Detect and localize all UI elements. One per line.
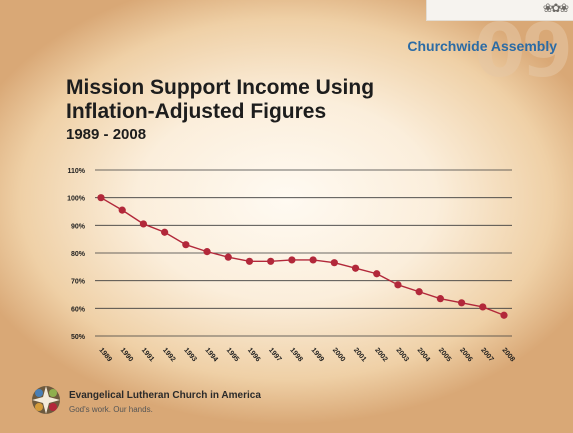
data-point bbox=[203, 248, 211, 256]
churchwide-assembly-label: Churchwide Assembly bbox=[407, 38, 557, 54]
x-tick-label: 1991 bbox=[140, 347, 155, 364]
data-point bbox=[309, 256, 317, 264]
x-tick-label: 2007 bbox=[479, 347, 494, 364]
data-point bbox=[288, 256, 296, 264]
data-point bbox=[97, 194, 105, 202]
data-point bbox=[245, 257, 254, 265]
data-point bbox=[479, 303, 487, 311]
data-point bbox=[415, 288, 423, 296]
data-point bbox=[351, 264, 360, 272]
data-point bbox=[139, 220, 148, 228]
chart-title: Mission Support Income Using Inflation-A… bbox=[66, 76, 374, 124]
y-tick-label: 110% bbox=[67, 168, 85, 175]
x-tick-label: 2001 bbox=[352, 347, 367, 364]
org-name: Evangelical Lutheran Church in America bbox=[69, 390, 261, 401]
x-tick-label: 1995 bbox=[225, 347, 240, 364]
ornament-icon: ❀✿❀ bbox=[542, 1, 569, 15]
data-point bbox=[182, 241, 190, 249]
data-point bbox=[161, 228, 169, 236]
x-tick-label: 1997 bbox=[267, 347, 282, 364]
series-line bbox=[100, 197, 505, 316]
x-tick-label: 2006 bbox=[458, 347, 473, 364]
data-point bbox=[267, 257, 275, 265]
chart-subtitle: 1989 - 2008 bbox=[66, 126, 147, 143]
chart-title-line-2: Inflation-Adjusted Figures bbox=[66, 100, 327, 123]
data-point bbox=[224, 253, 232, 261]
x-tick-label: 2002 bbox=[373, 347, 388, 364]
y-tick-label: 50% bbox=[71, 334, 86, 341]
data-point bbox=[330, 259, 338, 267]
x-tick-label: 2000 bbox=[331, 347, 346, 364]
year-watermark: 09 bbox=[474, 8, 573, 94]
corner-photo-strip: ❀✿❀ bbox=[426, 0, 573, 21]
y-tick-label: 80% bbox=[71, 251, 86, 258]
x-tick-label: 1990 bbox=[119, 347, 134, 364]
x-tick-label: 2004 bbox=[416, 347, 431, 364]
x-tick-label: 2005 bbox=[437, 347, 452, 364]
data-point bbox=[436, 295, 444, 303]
x-tick-label: 1992 bbox=[161, 347, 176, 364]
data-point bbox=[500, 311, 508, 319]
x-tick-label: 2008 bbox=[500, 347, 515, 364]
x-tick-label: 1994 bbox=[204, 347, 219, 364]
elca-cross-logo-icon bbox=[32, 386, 60, 414]
y-tick-label: 60% bbox=[71, 306, 86, 313]
chart-title-line-1: Mission Support Income Using bbox=[66, 76, 375, 99]
tagline: God's work. Our hands. bbox=[69, 405, 153, 414]
x-tick-label: 1989 bbox=[97, 347, 112, 364]
x-tick-label: 1993 bbox=[182, 347, 197, 364]
y-tick-label: 70% bbox=[71, 279, 86, 286]
y-tick-label: 100% bbox=[67, 196, 86, 203]
data-point bbox=[118, 206, 126, 214]
x-tick-label: 1999 bbox=[310, 347, 325, 364]
data-point bbox=[457, 299, 466, 307]
x-tick-label: 1996 bbox=[246, 347, 261, 364]
x-tick-label: 2003 bbox=[394, 347, 409, 364]
x-tick-label: 1998 bbox=[288, 347, 303, 364]
data-point bbox=[394, 281, 402, 289]
data-point bbox=[373, 270, 381, 278]
y-tick-label: 90% bbox=[71, 223, 86, 230]
